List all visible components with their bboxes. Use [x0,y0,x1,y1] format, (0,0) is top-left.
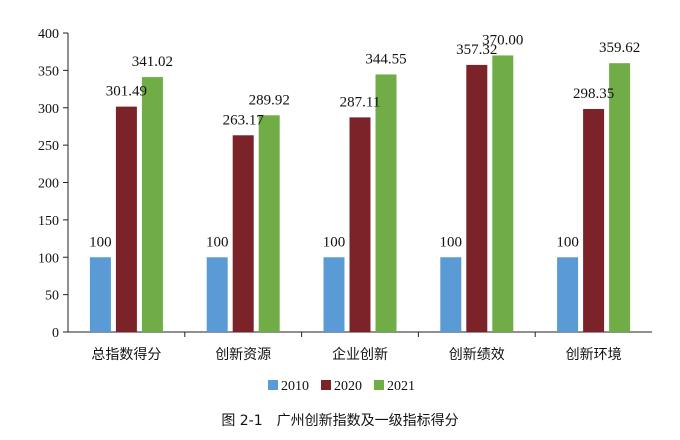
bar-2021 [141,77,163,332]
y-tick-label: 200 [38,177,59,192]
legend-label: 2021 [387,379,415,394]
data-label: 341.02 [132,54,173,70]
bar-2021 [492,55,514,333]
bar-2010 [89,257,111,332]
figure-caption: 图 2-1 广州创新指数及一级指标得分 [221,413,459,429]
x-category-label: 总指数得分 [91,346,161,363]
legend-swatch [268,380,278,390]
data-label: 100 [206,234,229,250]
bar-2021 [375,74,397,332]
data-label: 357.32 [456,42,497,58]
data-label: 370.00 [482,32,523,48]
bar-2020 [115,106,137,332]
x-category-label: 创新资源 [215,347,271,363]
x-category-label: 创新环境 [566,347,622,363]
data-label: 100 [556,234,579,250]
data-label: 100 [323,234,346,250]
y-tick-label: 150 [38,214,59,229]
y-tick-label: 50 [45,289,59,304]
data-label: 263.17 [223,112,265,128]
y-tick-label: 250 [38,139,59,154]
y-tick-label: 400 [38,27,59,42]
x-category-label: 创新绩效 [449,347,505,363]
bar-2020 [466,64,488,333]
data-label: 298.35 [573,86,614,102]
y-tick-label: 300 [38,102,59,117]
data-label: 289.92 [249,92,290,108]
bar-2020 [232,135,254,332]
legend-label: 2020 [334,379,362,394]
bar-2021 [609,63,631,332]
x-category-label: 企业创新 [332,346,388,363]
bar-2021 [258,115,280,333]
y-tick-label: 0 [52,326,59,341]
legend-swatch [321,380,331,390]
y-axis: 0 50 100 150 200 250 300 350 400 [38,27,69,341]
data-label: 301.49 [106,84,147,100]
x-axis: 总指数得分 创新资源 企业创新 创新绩效 创新环境 [68,331,652,363]
bar-series-group [89,55,631,333]
bar-2010 [323,257,345,332]
legend-label: 2010 [281,379,309,394]
data-label: 100 [89,234,112,250]
y-tick-label: 350 [38,64,59,79]
bar-2010 [206,257,228,332]
bar-2020 [583,108,605,333]
data-label: 287.11 [340,94,381,110]
legend: 2010 2020 2021 [268,379,415,394]
data-label: 359.62 [599,40,640,56]
legend-swatch [374,380,384,390]
data-label: 100 [440,234,463,250]
bar-2010 [557,257,579,332]
bar-2020 [349,117,371,332]
data-label-group: 100 301.49 341.02 100 263.17 289.92 100 287.11 3… [89,32,640,250]
bar-2010 [440,257,462,332]
data-label: 344.55 [365,51,406,67]
y-tick-label: 100 [38,251,59,266]
